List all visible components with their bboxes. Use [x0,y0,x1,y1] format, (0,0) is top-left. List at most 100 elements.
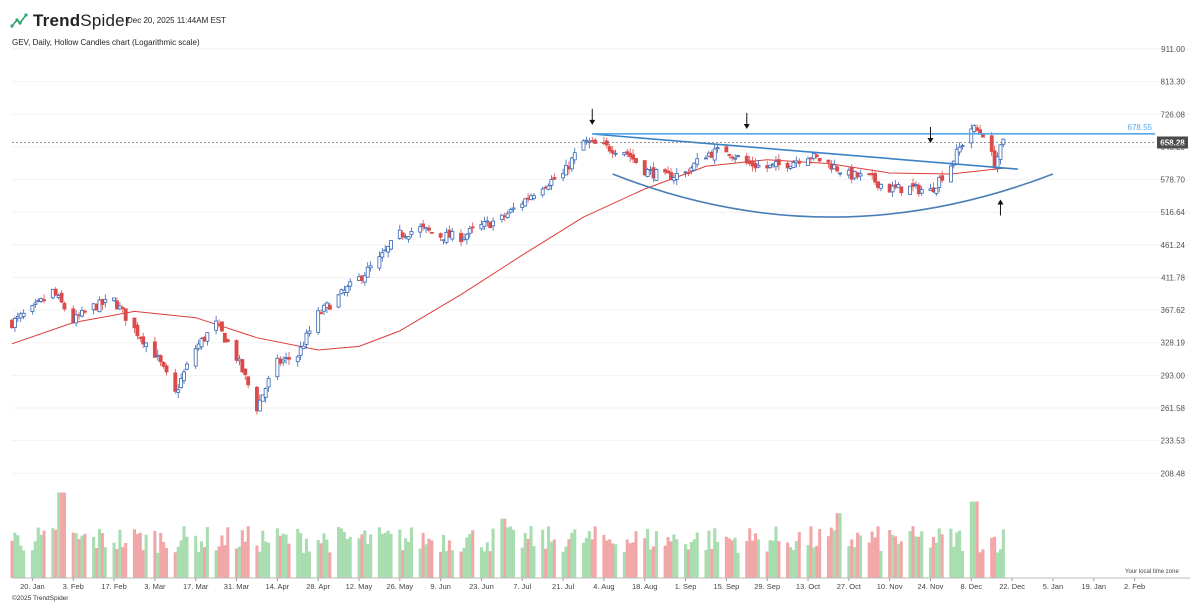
volume-bar [791,550,795,578]
volume-bar [838,513,842,578]
candle [817,158,822,163]
volume-bar [185,536,189,578]
candle-body [561,173,566,179]
candle-body [995,156,1000,170]
candle-body [295,356,300,363]
volume-bar [666,537,670,578]
candle-body [450,231,455,240]
candle [199,336,204,350]
volume-bar [552,539,556,578]
y-tick-label: 461.24 [1161,241,1186,250]
candle-body [307,330,312,334]
volume-bar [672,534,676,578]
candle-body [377,256,382,269]
volume-bar [302,552,306,578]
y-tick-label: 726.08 [1161,110,1186,119]
x-tick-label: 1. Sep [675,582,697,591]
candle [257,394,262,412]
volume-bar [447,540,451,578]
candle-body [185,363,189,370]
candle-body [214,320,219,331]
candle-body [380,252,385,258]
volume-bar [345,538,349,578]
candle [508,207,513,214]
candle-body [607,146,612,152]
candle-body [205,332,210,342]
candle [727,153,732,159]
candle [642,159,647,177]
volume-bar [83,533,87,578]
candle-body [80,309,84,317]
candle [115,297,119,311]
candle-body [254,386,259,412]
candle [730,154,735,162]
candle [572,148,577,164]
volume-bar [506,527,510,578]
volume-bar [704,549,708,578]
candle [380,247,385,262]
volume-bar [570,532,574,578]
candle-body [899,186,904,194]
x-tick-label: 13. Oct [796,582,821,591]
volume-bar [205,526,209,578]
candle-body [82,310,87,313]
volume-bar [628,543,632,578]
volume-bar [707,530,711,578]
volume-bar [500,518,504,578]
volume-bar [357,538,361,578]
volume-bar [380,533,384,578]
candle [491,217,496,231]
candle [733,154,738,164]
volume-bar [920,531,924,578]
volume-bar [756,539,760,578]
volume-bar [716,541,720,578]
volume-bar [751,540,755,578]
candle-body [610,150,615,154]
candle [467,225,472,239]
x-tick-label: 17. Feb [101,582,126,591]
volume-bar [975,501,979,578]
volume-bar [978,552,982,578]
candle-body [724,146,729,153]
candle [260,394,265,402]
volume-bar [544,548,548,578]
candle-body [634,158,638,163]
volume-bar [949,528,953,578]
candle-body [940,175,945,181]
volume-bar [30,550,34,578]
candle [896,182,901,189]
volume-bar [663,545,667,578]
y-tick-label: 367.62 [1161,306,1186,315]
candle [826,159,831,168]
down-arrow-marker [589,108,596,125]
volume-bar [261,530,265,578]
volume-bar [908,530,912,578]
volume-bar [590,539,594,578]
down-arrow-marker [927,127,934,144]
candle-body [281,359,286,363]
descending-trendline [592,133,1019,170]
candle-body [103,298,108,303]
volume-bar [835,513,839,578]
volume-bar [153,530,157,578]
timestamp: Dec 20, 2025 11:44AM EST [127,16,227,25]
candle [234,339,239,363]
candle [295,354,300,367]
candle [193,344,198,370]
candle [173,368,178,394]
volume-bar [651,546,656,578]
volume-bar [115,549,119,578]
candle-body [173,372,178,392]
candle-body [120,307,125,310]
x-tick-label: 21. Jul [552,582,574,591]
volume-bar [179,540,183,578]
candle-layer [10,124,1006,415]
x-tick-label: 23. Jun [469,582,494,591]
volume-bar [689,541,693,578]
volume-bar [95,548,99,578]
volume-bar [646,528,650,578]
volume-bar [141,550,145,578]
candle [561,168,566,182]
volume-bar [217,546,221,578]
